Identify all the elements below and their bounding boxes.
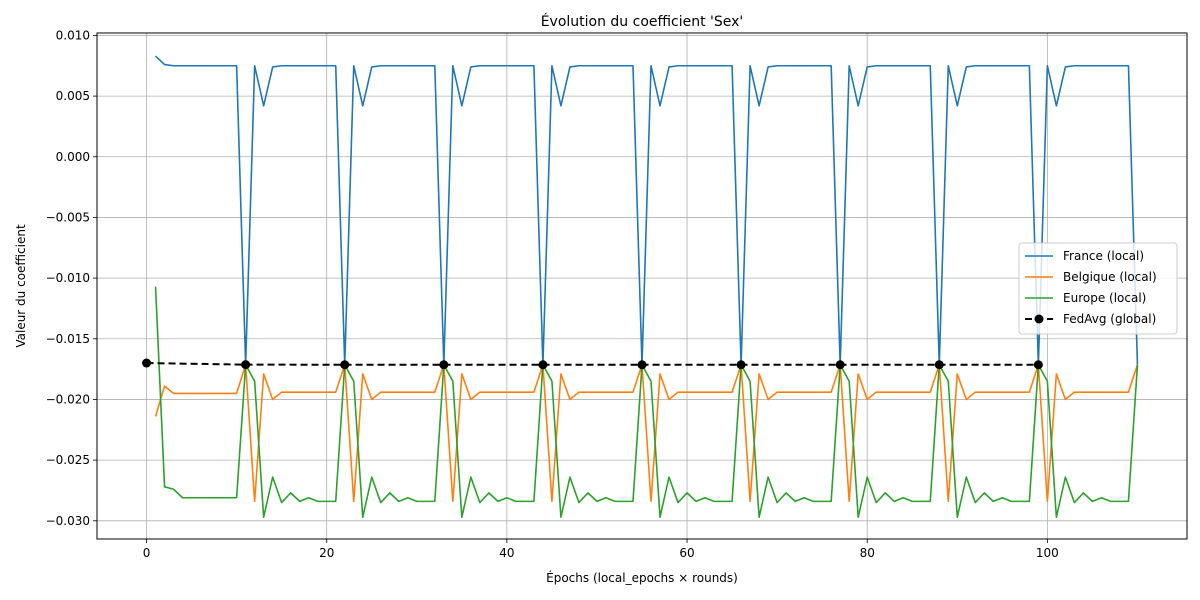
y-tick-label: 0.010	[56, 28, 90, 42]
y-tick-label: −0.030	[46, 514, 90, 528]
fedavg-point	[934, 360, 944, 370]
x-tick-label: 40	[499, 546, 514, 560]
legend-label: Belgique (local)	[1063, 270, 1157, 284]
legend-label: France (local)	[1063, 249, 1144, 263]
y-axis-title: Valeur du coefficient	[14, 224, 28, 348]
series-line-1	[154, 363, 1139, 503]
chart-title: Évolution du coefficient 'Sex'	[541, 13, 744, 30]
series-layer	[142, 55, 1139, 518]
x-tick-label: 20	[319, 546, 334, 560]
series-line-0	[155, 55, 1139, 366]
fedavg-point	[439, 360, 449, 370]
y-tick-label: −0.025	[46, 453, 90, 467]
legend-marker	[1034, 314, 1044, 324]
series-line-3	[146, 362, 1039, 366]
x-tick-label: 100	[1036, 546, 1059, 560]
y-tick-label: 0.000	[56, 150, 90, 164]
plot-area-frame	[96, 32, 1188, 540]
series-line-2	[154, 286, 1139, 518]
y-tick-label: −0.020	[46, 392, 90, 406]
y-tick-label: −0.015	[46, 332, 90, 346]
axis-ticks: 0 20 40 60 80 100 0.010 0.005 0.000 −0.005 −0.010 −…	[46, 28, 1059, 560]
x-axis-title: Épochs (local_epochs × rounds)	[546, 570, 738, 585]
x-tick-label: 0	[143, 546, 151, 560]
y-tick-label: 0.005	[56, 89, 90, 103]
y-tick-label: −0.005	[46, 210, 90, 224]
fedavg-point	[538, 360, 548, 370]
legend: France (local) Belgique (local) Europe (lo…	[1018, 242, 1178, 335]
fedavg-point	[241, 360, 251, 370]
legend-box	[1018, 242, 1178, 335]
fedavg-point	[736, 360, 746, 370]
x-tick-label: 80	[860, 546, 875, 560]
fedavg-point	[637, 360, 647, 370]
fedavg-point	[340, 360, 350, 370]
legend-label: Europe (local)	[1063, 291, 1146, 305]
fedavg-point	[1033, 360, 1043, 370]
y-tick-label: −0.010	[46, 271, 90, 285]
fedavg-point	[142, 358, 152, 368]
x-tick-label: 60	[679, 546, 694, 560]
fedavg-point	[835, 360, 845, 370]
legend-label: FedAvg (global)	[1063, 312, 1156, 326]
